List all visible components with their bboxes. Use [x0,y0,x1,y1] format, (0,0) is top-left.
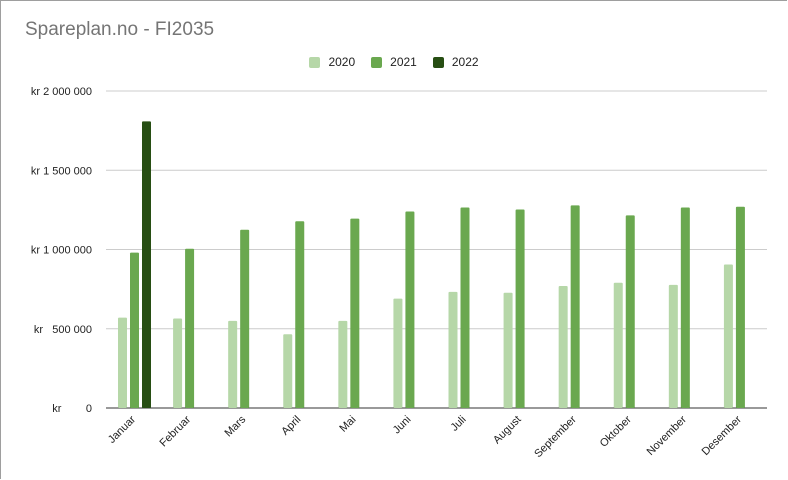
x-tick-label: August [491,414,524,447]
bar-2020-juni [393,298,403,408]
y-tick-label: kr 1 500 000 [31,165,92,177]
x-tick-label: Desember [700,413,745,458]
bar-2022-januar [142,121,151,408]
legend-item-2021[interactable]: 2021 [371,55,417,69]
x-tick-label: Januar [106,413,139,446]
bar-2021-desember [735,206,745,408]
legend-swatch [371,56,383,68]
x-tick-label: November [645,413,690,458]
x-tick-label: Februar [157,413,193,449]
bar-2020-juli [448,291,458,408]
bar-2021-november [680,207,690,408]
bar-2021-juni [405,211,415,408]
x-tick-label: Juli [448,414,468,434]
legend-item-2020[interactable]: 2020 [309,55,355,69]
bar-2020-november [668,284,678,408]
y-tick-label: kr 1 000 000 [31,245,92,257]
y-tick-label: kr 0 [52,403,92,415]
legend-swatch [432,56,444,68]
x-tick-label: April [279,414,303,438]
bar-2021-mai [350,218,360,408]
bar-2021-oktober [625,215,635,408]
bar-2020-desember [723,264,733,408]
bar-2020-september [558,285,568,408]
legend-label: 2021 [390,55,417,69]
x-tick-label: Juni [391,414,414,437]
legend-swatch [309,56,321,68]
legend-item-2022[interactable]: 2022 [432,55,479,69]
legend-label: 2020 [328,55,356,69]
bar-2021-august [515,209,525,408]
y-tick-label: kr 2 000 000 [31,86,92,98]
bar-2020-april [283,334,293,408]
bar-2021-juli [460,207,470,408]
bar-2021-mars [240,229,250,408]
bar-2021-januar [130,252,139,408]
y-tick-label: kr 500 000 [34,324,92,336]
x-tick-label: Mars [223,413,249,439]
chart-title: Spareplan.no - FI2035 [25,19,215,40]
x-tick-label: September [532,413,579,460]
x-tick-label: Oktober [598,413,634,449]
bar-2020-februar [173,318,183,408]
bar-2021-februar [185,248,195,408]
bar-2020-mai [338,320,348,408]
bar-2020-august [503,292,513,408]
bar-2021-september [570,205,580,408]
bar-2020-oktober [613,282,623,408]
legend-label: 2022 [451,55,479,69]
bar-2020-januar [118,317,127,408]
bar-2021-april [295,221,305,408]
x-tick-label: Mai [337,414,358,435]
bar-2020-mars [228,320,238,408]
chart-legend: 2020 2021 2022 [0,55,788,69]
